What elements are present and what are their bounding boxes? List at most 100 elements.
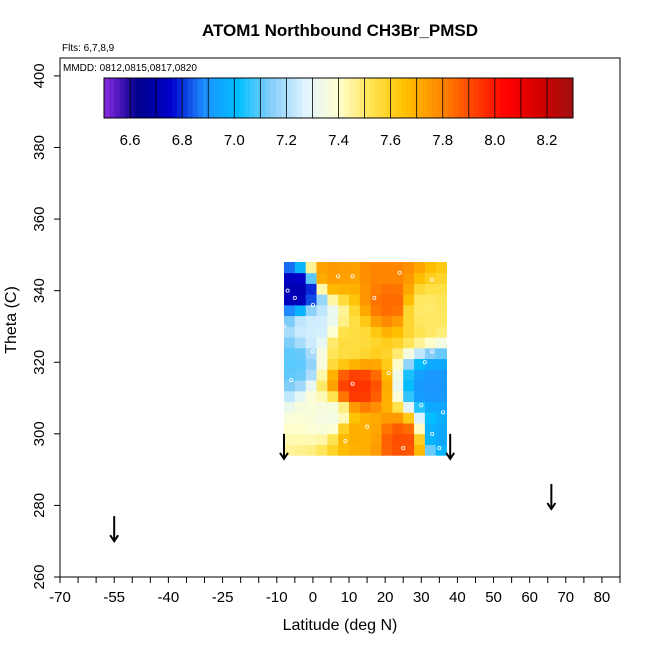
colorbar-segment <box>411 78 418 118</box>
heatmap-cell <box>414 401 426 413</box>
heatmap-cell <box>349 380 361 392</box>
heatmap-cell <box>381 272 393 284</box>
heatmap-cell <box>349 412 361 424</box>
heatmap-cell <box>338 401 350 413</box>
heatmap-cell <box>349 315 361 327</box>
observation-point <box>440 410 445 415</box>
heatmap-cell <box>381 412 393 424</box>
colorbar-segment <box>494 78 501 118</box>
colorbar-tick-label: 7.6 <box>380 132 401 149</box>
heatmap-cell <box>327 347 339 360</box>
observation-point <box>285 288 290 293</box>
y-tick-label: 400 <box>31 63 48 88</box>
heatmap-cell <box>359 412 372 424</box>
heatmap-cell <box>316 304 328 317</box>
colorbar-segment <box>343 78 350 118</box>
colorbar-segment <box>484 78 491 118</box>
heatmap-cell <box>414 358 426 370</box>
heatmap-cell <box>294 433 307 445</box>
heatmap-cell <box>316 262 328 274</box>
y-axis: 260 280 300 320 340 360 380 400 <box>31 58 61 590</box>
heatmap-cell <box>414 315 426 327</box>
heatmap-cell <box>403 304 415 317</box>
colorbar-segment <box>223 78 230 118</box>
colorbar-segment <box>447 78 454 118</box>
colorbar-segment <box>479 78 485 118</box>
colorbar-segment <box>562 78 569 118</box>
heatmap-cell <box>370 315 382 327</box>
colorbar-segment <box>130 78 136 118</box>
heatmap-cell <box>424 401 437 413</box>
heatmap-cell <box>403 433 415 445</box>
colorbar-segment <box>255 78 261 118</box>
colorbar-segment <box>156 78 162 118</box>
colorbar-segment <box>500 78 506 118</box>
colorbar-segment <box>401 78 407 118</box>
heatmap-cell <box>392 283 404 295</box>
heatmap-cell <box>392 294 404 306</box>
heatmap-cell <box>424 433 437 445</box>
colorbar-segment <box>145 78 152 118</box>
observation-point <box>419 403 424 408</box>
heatmap-cell <box>327 315 339 327</box>
y-tick-label: 320 <box>31 350 48 375</box>
heatmap-cell <box>424 304 437 317</box>
heatmap-cell <box>338 315 350 327</box>
heatmap-cell <box>359 444 372 456</box>
heatmap-cell <box>370 369 382 381</box>
heatmap-cell <box>294 315 307 327</box>
heatmap-cell <box>349 262 361 274</box>
heatmap-cell <box>381 304 393 317</box>
heatmap-cell <box>338 412 350 424</box>
observation-points <box>281 270 445 451</box>
heatmap-cell <box>284 283 296 295</box>
heatmap-cell <box>435 347 447 360</box>
colorbar-segment <box>213 78 220 118</box>
heatmap-cell <box>294 337 307 349</box>
colorbar-segment <box>275 78 282 118</box>
heatmap-cell <box>392 401 404 413</box>
heatmap-cell <box>370 412 382 424</box>
heatmap-cell <box>381 326 393 338</box>
observation-point <box>289 378 294 383</box>
observation-point <box>292 295 297 300</box>
colorbar-segment <box>176 78 183 118</box>
observation-point <box>372 295 377 300</box>
heatmap-cell <box>338 337 350 349</box>
heatmap-cell <box>435 272 447 284</box>
colorbar-frame <box>103 77 574 119</box>
heatmap-cell <box>414 390 426 403</box>
colorbar-segment <box>473 78 480 118</box>
colorbar-segment <box>338 78 345 118</box>
colorbar-segment <box>390 78 397 118</box>
heatmap-cell <box>414 283 426 295</box>
colorbar-segment <box>244 78 251 118</box>
colorbar-segment <box>541 78 548 118</box>
heatmap-cell <box>381 262 393 274</box>
colorbar-tick-label: 6.8 <box>172 132 193 149</box>
colorbar-tick-label: 7.4 <box>328 132 349 149</box>
colorbar-segment <box>317 78 324 118</box>
heatmap-cell <box>392 326 404 338</box>
heatmap-cell <box>327 294 339 306</box>
x-tick-label: -70 <box>49 589 71 606</box>
heatmap-cell <box>414 304 426 317</box>
heatmap-cell <box>305 401 317 413</box>
heatmap-cell <box>284 433 296 445</box>
heatmap-cell <box>392 272 404 284</box>
heatmap-cell <box>370 326 382 338</box>
y-axis-label: Theta (C) <box>3 286 20 354</box>
heatmap-cell <box>305 423 317 435</box>
heatmap-cell <box>424 358 437 370</box>
heatmap-cell <box>294 294 307 306</box>
heatmap-cell <box>403 347 415 360</box>
heatmap-cell <box>414 380 426 392</box>
heatmap-cell <box>403 283 415 295</box>
heatmap-cell <box>294 369 307 381</box>
heatmap-cell <box>349 294 361 306</box>
heatmap-cell <box>327 433 339 445</box>
heatmap-cell <box>305 304 317 317</box>
observation-point <box>281 324 286 329</box>
down-arrow <box>109 516 120 544</box>
heatmap-cell <box>381 337 393 349</box>
